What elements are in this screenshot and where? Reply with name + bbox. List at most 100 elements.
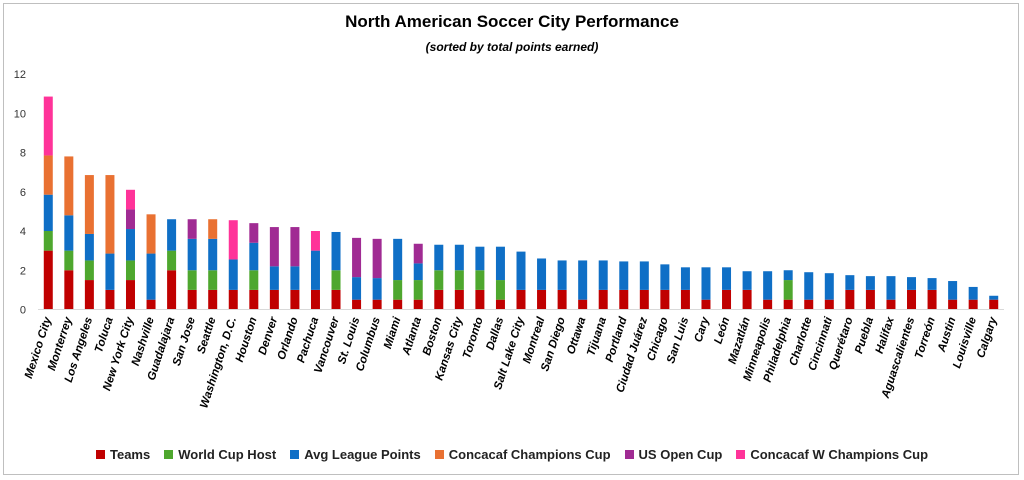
- bar-segment: [948, 299, 958, 310]
- bar-segment: [393, 280, 403, 300]
- bar-segment: [146, 299, 156, 310]
- bar-segment: [352, 277, 362, 300]
- bar-segment: [557, 289, 567, 310]
- bar-segment: [968, 286, 978, 300]
- bar-segment: [701, 267, 711, 300]
- bar-segment: [454, 244, 464, 271]
- bar-segment: [208, 238, 218, 271]
- bar-segment: [413, 243, 423, 264]
- bar-segment: [783, 299, 793, 310]
- bar-segment: [146, 253, 156, 300]
- bar-segment: [845, 275, 855, 290]
- bar-segment: [393, 238, 403, 281]
- x-tick-label: Dallas: [484, 316, 506, 352]
- bar-segment: [393, 299, 403, 310]
- bar-segment: [290, 289, 300, 310]
- x-tick-label: Halifax: [874, 315, 897, 355]
- bar-segment: [578, 260, 588, 300]
- bar-segment: [763, 271, 773, 300]
- bar-segment: [84, 260, 94, 281]
- bar-segment: [43, 231, 53, 251]
- legend-item: World Cup Host: [164, 447, 276, 462]
- y-tick-label: 8: [20, 148, 26, 160]
- bar-segment: [680, 267, 690, 290]
- bar-segment: [886, 299, 896, 310]
- bar-segment: [865, 276, 875, 290]
- bar-segment: [208, 289, 218, 310]
- bar-segment: [105, 175, 115, 254]
- bar-segment: [660, 289, 670, 310]
- bar-segment: [84, 280, 94, 310]
- bar-segment: [249, 242, 259, 271]
- bar-segment: [43, 155, 53, 195]
- x-tick-label: Puebla: [853, 315, 876, 355]
- bar-segment: [804, 299, 814, 310]
- bar-segment: [804, 272, 814, 300]
- x-tick-label: Austin: [936, 316, 959, 355]
- bar-segment: [475, 289, 485, 310]
- bar-segment: [413, 299, 423, 310]
- legend: Teams World Cup Host Avg League Points Conc…: [0, 444, 1024, 464]
- bar-segment: [249, 223, 259, 243]
- bar-segment: [660, 264, 670, 290]
- y-tick-label: 12: [14, 69, 26, 81]
- legend-label: Concacaf W Champions Cup: [750, 446, 929, 462]
- bar-segment: [269, 266, 279, 290]
- bar-segment: [372, 299, 382, 310]
- bar-segment: [249, 289, 259, 310]
- legend-label: World Cup Host: [178, 446, 277, 462]
- bar-segment: [475, 246, 485, 271]
- bar-segment: [722, 267, 732, 290]
- bar-segment: [742, 289, 752, 310]
- legend-swatch: [95, 449, 105, 459]
- legend-label: US Open Cup: [638, 446, 723, 462]
- x-tick-label: Boston: [421, 316, 445, 357]
- bar-segment: [331, 289, 341, 310]
- bar-segment: [372, 238, 382, 279]
- bar-segment: [907, 289, 917, 310]
- bar-segment: [927, 278, 937, 290]
- bar-segment: [352, 237, 362, 278]
- bar-segment: [125, 229, 135, 261]
- bar-segment: [64, 156, 74, 216]
- bar-segment: [763, 299, 773, 310]
- bar-segment: [105, 253, 115, 290]
- y-tick-label: 4: [20, 226, 26, 238]
- y-axis: 0 2 4 6 8 10 12: [14, 69, 26, 317]
- bar-segment: [413, 263, 423, 281]
- bar-segment: [167, 270, 177, 310]
- bar-segment: [372, 278, 382, 300]
- legend-label: Concacaf Champions Cup: [448, 446, 611, 462]
- bar-segment: [495, 280, 505, 300]
- bar-segment: [927, 289, 937, 310]
- bar-segment: [249, 270, 259, 290]
- bar-segment: [516, 251, 526, 290]
- bar-segment: [290, 266, 300, 290]
- x-tick-label: Seattle: [195, 315, 218, 355]
- bar-segment: [105, 289, 115, 310]
- bar-segment: [228, 259, 238, 290]
- bar-segment: [352, 299, 362, 310]
- bar-segment: [578, 299, 588, 310]
- bar-segment: [824, 299, 834, 310]
- bar-segment: [310, 289, 320, 310]
- bar-segment: [557, 260, 567, 290]
- bar-segment: [454, 270, 464, 290]
- bar-segment: [680, 289, 690, 310]
- bar-segment: [187, 270, 197, 290]
- bar-segment: [64, 215, 74, 251]
- bar-segment: [434, 270, 444, 290]
- bar-segment: [824, 273, 834, 300]
- bar-segment: [516, 289, 526, 310]
- bar-segment: [64, 270, 74, 310]
- bar-segment: [125, 280, 135, 310]
- bar-segment: [84, 233, 94, 261]
- chart-title: North American Soccer City Performance: [345, 12, 679, 31]
- legend-swatch: [624, 449, 634, 459]
- bar-segment: [43, 96, 53, 156]
- bar-segment: [167, 219, 177, 251]
- x-tick-label: Ottawa: [565, 315, 588, 356]
- legend-item: Concacaf W Champions Cup: [736, 447, 928, 462]
- bar-segment: [146, 214, 156, 254]
- bar-segment: [639, 289, 649, 310]
